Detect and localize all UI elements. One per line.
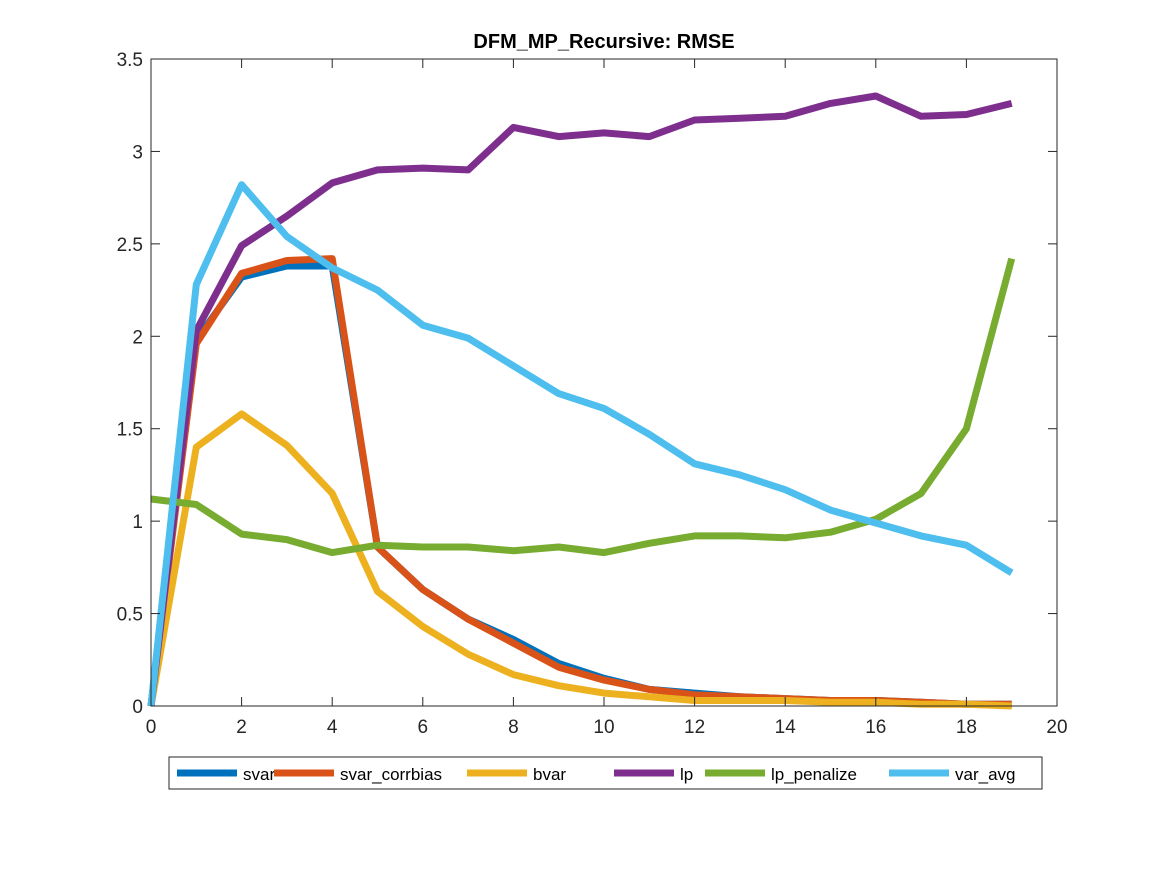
- plot-area: [151, 59, 1057, 706]
- y-tick-label: 1: [132, 512, 143, 533]
- x-tick-label: 0: [146, 717, 157, 738]
- x-tick-label: 16: [865, 717, 886, 738]
- x-tick-label: 20: [1046, 717, 1067, 738]
- legend: svar svar_corrbias bvar lp lp_penalize var_av…: [168, 756, 1043, 790]
- series-line-var-avg: [147, 181, 1014, 707]
- x-tick-label: 6: [418, 717, 429, 738]
- x-tick-label: 2: [236, 717, 247, 738]
- y-tick-label: 3.5: [117, 50, 143, 71]
- x-tick-label: 18: [956, 717, 977, 738]
- x-tick-label: 14: [775, 717, 797, 738]
- legend-label-lp: lp: [680, 765, 693, 784]
- series-line-bvar: [147, 410, 1012, 710]
- x-tick-label: 4: [327, 717, 338, 738]
- y-tick-label: 2.5: [117, 235, 143, 256]
- legend-label-svar-corrbias: svar_corrbias: [340, 765, 442, 784]
- legend-label-svar: svar: [243, 765, 275, 784]
- y-tick-label: 0: [132, 697, 143, 718]
- y-tick-label: 2: [132, 327, 143, 348]
- x-tick-label: 10: [593, 717, 614, 738]
- y-tick-label: 0.5: [117, 605, 143, 626]
- series-layer: [147, 92, 1016, 710]
- x-tick-label: 8: [508, 717, 519, 738]
- series-line-lp: [147, 92, 1013, 707]
- y-tick-label: 3: [132, 142, 143, 163]
- x-tick-label: 12: [684, 717, 705, 738]
- y-tick-label: 1.5: [117, 420, 143, 441]
- chart-title: DFM_MP_Recursive: RMSE: [473, 31, 734, 53]
- legend-label-var-avg: var_avg: [955, 765, 1015, 784]
- legend-label-lp-penalize: lp_penalize: [771, 765, 857, 784]
- ticks-layer: 0 2 4 6 8 10 12 14 16 18 20 0 0.5 1 1.5 2 2.5 3 3.5: [117, 50, 1068, 738]
- legend-label-bvar: bvar: [533, 765, 566, 784]
